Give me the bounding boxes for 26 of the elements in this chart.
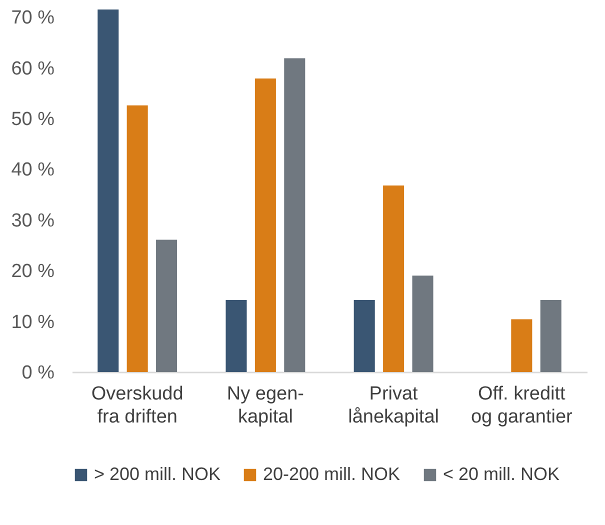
x-tick-label: Privat lånekapital: [348, 384, 439, 428]
y-tick-label: 20 %: [11, 261, 55, 282]
y-tick-label: 0 %: [22, 362, 55, 384]
x-tick-label: Off. kreditt og garantier: [470, 384, 574, 428]
x-tick-label: Overskudd fra driften: [91, 384, 184, 428]
bar: [354, 300, 375, 372]
legend-label: 20-200 mill. NOK: [263, 464, 400, 484]
y-tick-label: 30 %: [11, 210, 55, 232]
bar: [511, 319, 532, 372]
bar: [126, 105, 148, 372]
bar: [226, 300, 247, 372]
legend-label: < 20 mill. NOK: [443, 464, 560, 484]
bar: [383, 185, 404, 372]
x-tick-label: Ny egen-kapital: [226, 384, 304, 428]
bar: [156, 240, 178, 372]
y-tick-label: 40 %: [11, 160, 55, 181]
y-tick-label: 70 %: [11, 8, 55, 29]
y-tick-label: 60 %: [11, 58, 55, 80]
bar: [254, 78, 276, 372]
bar: [540, 300, 562, 372]
bar: [98, 10, 119, 372]
legend-label: > 200 mill. NOK: [94, 464, 221, 484]
y-tick-label: 10 %: [11, 312, 55, 333]
bar: [284, 58, 306, 372]
y-tick-label: 50 %: [11, 109, 55, 130]
bar: [412, 276, 434, 372]
